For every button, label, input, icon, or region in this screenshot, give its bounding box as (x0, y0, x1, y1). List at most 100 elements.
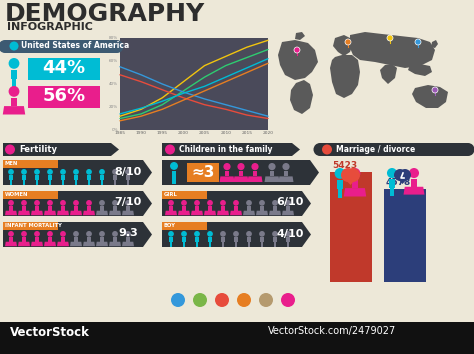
Circle shape (8, 200, 14, 206)
Bar (35, 206, 39, 211)
Circle shape (233, 200, 239, 206)
Polygon shape (412, 85, 448, 108)
Circle shape (181, 200, 187, 206)
Circle shape (34, 200, 40, 206)
Circle shape (409, 168, 419, 178)
Bar (270, 171, 274, 176)
Bar (392, 188, 394, 196)
Bar (273, 206, 277, 211)
Polygon shape (70, 242, 82, 246)
Bar (48, 206, 52, 211)
Bar (5, 40, 117, 53)
Polygon shape (31, 211, 43, 215)
Bar (128, 180, 129, 185)
Circle shape (313, 143, 327, 156)
Circle shape (168, 231, 174, 237)
Circle shape (285, 231, 291, 237)
Circle shape (9, 86, 19, 97)
Bar (10, 180, 11, 185)
Circle shape (462, 143, 474, 156)
Bar (11, 79, 15, 88)
Circle shape (220, 231, 226, 237)
Text: VectorStock: VectorStock (10, 326, 90, 339)
Circle shape (294, 47, 300, 53)
Bar (182, 242, 184, 247)
Circle shape (346, 168, 360, 182)
Circle shape (60, 231, 66, 237)
Circle shape (259, 293, 273, 307)
Bar (273, 242, 275, 247)
Bar (87, 206, 91, 211)
Circle shape (345, 39, 351, 45)
Text: 20%: 20% (109, 105, 118, 109)
Circle shape (34, 231, 40, 237)
Bar (11, 98, 17, 106)
Bar (389, 179, 395, 188)
Polygon shape (247, 176, 263, 182)
Polygon shape (344, 188, 366, 196)
Bar (75, 180, 76, 185)
Circle shape (194, 231, 200, 237)
Circle shape (9, 41, 18, 51)
Bar (11, 180, 12, 185)
Polygon shape (96, 211, 108, 215)
Bar (234, 206, 238, 211)
Circle shape (165, 144, 175, 154)
Bar (113, 206, 117, 211)
Polygon shape (394, 175, 411, 184)
Bar (162, 222, 302, 247)
Bar (3, 160, 143, 185)
Polygon shape (57, 242, 69, 246)
Bar (162, 191, 207, 199)
Bar (262, 242, 263, 247)
Polygon shape (165, 211, 177, 215)
Polygon shape (143, 191, 152, 216)
Polygon shape (330, 55, 360, 98)
Bar (28, 86, 100, 108)
Polygon shape (18, 211, 30, 215)
Bar (225, 171, 229, 176)
Circle shape (125, 200, 131, 206)
Bar (127, 180, 128, 185)
Circle shape (99, 231, 105, 237)
Text: 1985: 1985 (114, 131, 126, 135)
Circle shape (181, 231, 187, 237)
Bar (172, 178, 174, 184)
Text: INFOGRAPHIC: INFOGRAPHIC (7, 22, 93, 32)
Polygon shape (44, 242, 56, 246)
Circle shape (387, 168, 397, 178)
Bar (337, 180, 343, 189)
Bar (384, 189, 426, 282)
Bar (247, 237, 251, 242)
Circle shape (251, 163, 259, 170)
Bar (3, 191, 58, 199)
Bar (13, 79, 17, 88)
Circle shape (220, 200, 226, 206)
Polygon shape (256, 211, 268, 215)
Bar (11, 70, 17, 79)
Circle shape (60, 169, 66, 175)
Bar (74, 175, 78, 180)
Bar (253, 171, 257, 176)
Bar (22, 175, 26, 180)
Bar (100, 175, 104, 180)
Bar (162, 143, 292, 156)
Bar (196, 242, 197, 247)
Bar (62, 180, 64, 185)
Polygon shape (217, 211, 229, 215)
Text: 9.3: 9.3 (118, 228, 138, 239)
Text: WOMEN: WOMEN (5, 192, 28, 197)
Text: DEMOGRAPHY: DEMOGRAPHY (5, 2, 205, 26)
Polygon shape (302, 191, 311, 216)
Circle shape (259, 231, 265, 237)
Circle shape (168, 200, 174, 206)
Circle shape (283, 163, 290, 170)
Bar (3, 160, 58, 168)
Bar (411, 179, 417, 187)
Circle shape (394, 169, 406, 181)
Polygon shape (122, 211, 134, 215)
Bar (223, 242, 224, 247)
Text: Marriage / divorce: Marriage / divorce (336, 144, 415, 154)
Circle shape (47, 200, 53, 206)
Circle shape (8, 231, 14, 237)
